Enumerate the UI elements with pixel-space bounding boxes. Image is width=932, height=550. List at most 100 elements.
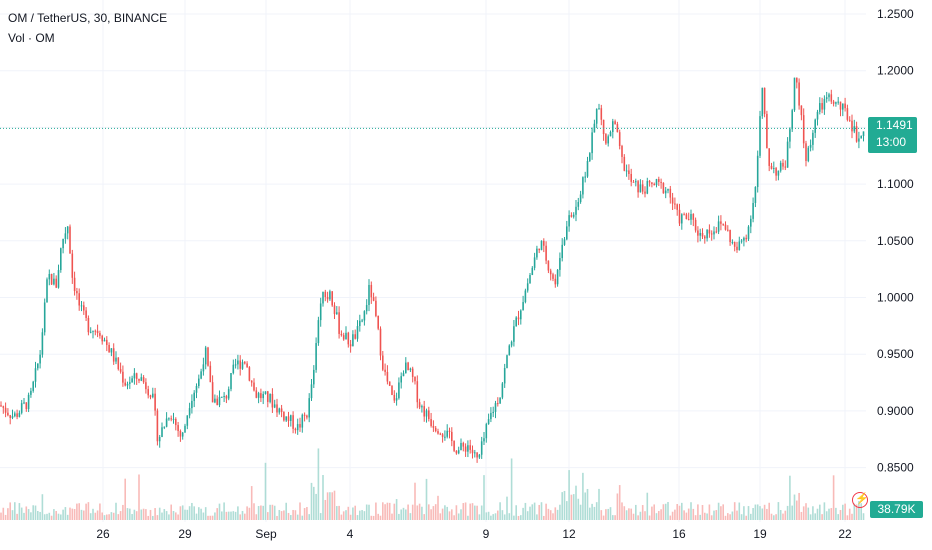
candle-body: [844, 103, 846, 109]
volume-bar: [782, 513, 784, 520]
candle-body: [487, 419, 490, 425]
last-price-value: 1.1491: [876, 118, 913, 132]
candle-body: [195, 385, 198, 393]
volume-bar: [478, 514, 481, 520]
candle-body: [204, 347, 207, 365]
volume-bar: [492, 514, 494, 520]
candle-body: [862, 131, 865, 137]
candle-body: [296, 424, 299, 431]
volume-bar: [78, 503, 80, 520]
volume-bar: [202, 512, 205, 520]
candle-body: [64, 233, 67, 239]
candle-body: [152, 393, 154, 398]
volume-bar: [593, 506, 596, 520]
volume-bar: [701, 505, 704, 520]
volume-bar: [232, 511, 235, 520]
candle-body: [119, 369, 122, 372]
candle-body: [789, 129, 791, 142]
candle-body: [683, 214, 685, 216]
volume-bar: [64, 507, 67, 520]
candle-body: [271, 393, 274, 408]
candle-body: [416, 381, 419, 403]
volume-bar: [503, 514, 506, 520]
candle-body: [485, 424, 488, 439]
volume-bar: [191, 502, 193, 520]
volume-bar: [676, 504, 678, 520]
candle-body: [664, 190, 667, 194]
volume-bar: [333, 490, 336, 520]
candle-body: [285, 416, 287, 421]
volume-bar: [842, 504, 844, 520]
volume-bar: [825, 511, 828, 520]
volume-bar: [743, 506, 745, 520]
candle-body: [287, 416, 290, 421]
volume-bar: [211, 515, 214, 520]
candle-body: [784, 166, 787, 168]
volume-bar: [773, 515, 775, 520]
candle-body: [708, 229, 711, 234]
volume-bar: [623, 506, 626, 520]
candle-body: [660, 181, 662, 183]
volume-indicator-label[interactable]: Vol · OM: [8, 31, 55, 45]
candle-body: [41, 332, 44, 355]
volume-bar: [517, 515, 520, 520]
volume-bar: [25, 506, 28, 520]
candle-body: [575, 206, 577, 215]
candle-body: [506, 355, 508, 369]
candle-body: [179, 430, 182, 437]
candle-body: [612, 121, 614, 133]
candle-body: [501, 383, 504, 398]
candle-body: [625, 170, 628, 172]
volume-bar: [46, 513, 48, 520]
volume-bar: [96, 510, 99, 520]
candle-body: [126, 383, 129, 386]
candle-body: [556, 269, 559, 285]
candle-body: [39, 354, 41, 364]
volume-bar: [87, 502, 90, 520]
candle-body: [520, 310, 522, 320]
volume-bar: [729, 514, 731, 520]
candle-body: [494, 403, 497, 412]
candle-body: [745, 237, 747, 240]
candle-body: [142, 377, 145, 383]
candle-body: [354, 334, 356, 339]
candles: [0, 77, 865, 463]
candle-body: [860, 136, 862, 139]
volume-bar: [480, 505, 483, 520]
volume-bar: [135, 511, 138, 520]
volume-bar: [524, 502, 527, 520]
candle-body: [303, 414, 306, 416]
volume-bar: [303, 508, 306, 520]
symbol-title[interactable]: OM / TetherUS, 30, BINANCE: [8, 11, 168, 25]
candle-body: [547, 260, 550, 271]
volume-bar: [237, 506, 239, 520]
candle-body: [191, 400, 193, 409]
x-tick-label: 9: [483, 527, 490, 541]
price-axis: 1.25001.20001.15001.10001.05001.00000.95…: [877, 7, 914, 475]
candle-body: [462, 443, 465, 447]
volume-bar: [494, 513, 497, 520]
volume-bar: [414, 482, 416, 520]
volume-bar: [227, 511, 230, 520]
candle-body: [299, 424, 301, 428]
candle-body: [720, 221, 722, 224]
candle-body: [175, 418, 177, 426]
candle-body: [273, 404, 276, 408]
volume-bar: [497, 510, 499, 520]
candle-body: [78, 293, 80, 306]
candle-body: [756, 155, 759, 188]
volume-bar: [710, 515, 713, 520]
volume-bar: [796, 500, 798, 520]
candle-body: [108, 344, 110, 353]
volume-bar: [186, 509, 189, 520]
candle-body: [517, 317, 520, 320]
flash-icon[interactable]: [852, 492, 869, 508]
volume-bar: [490, 515, 492, 520]
candle-body: [713, 231, 715, 235]
candle-body: [280, 408, 283, 412]
volume-bar: [775, 514, 777, 520]
volume-bar: [20, 507, 23, 520]
x-tick-label: Sep: [255, 527, 277, 541]
candle-body: [214, 398, 216, 403]
